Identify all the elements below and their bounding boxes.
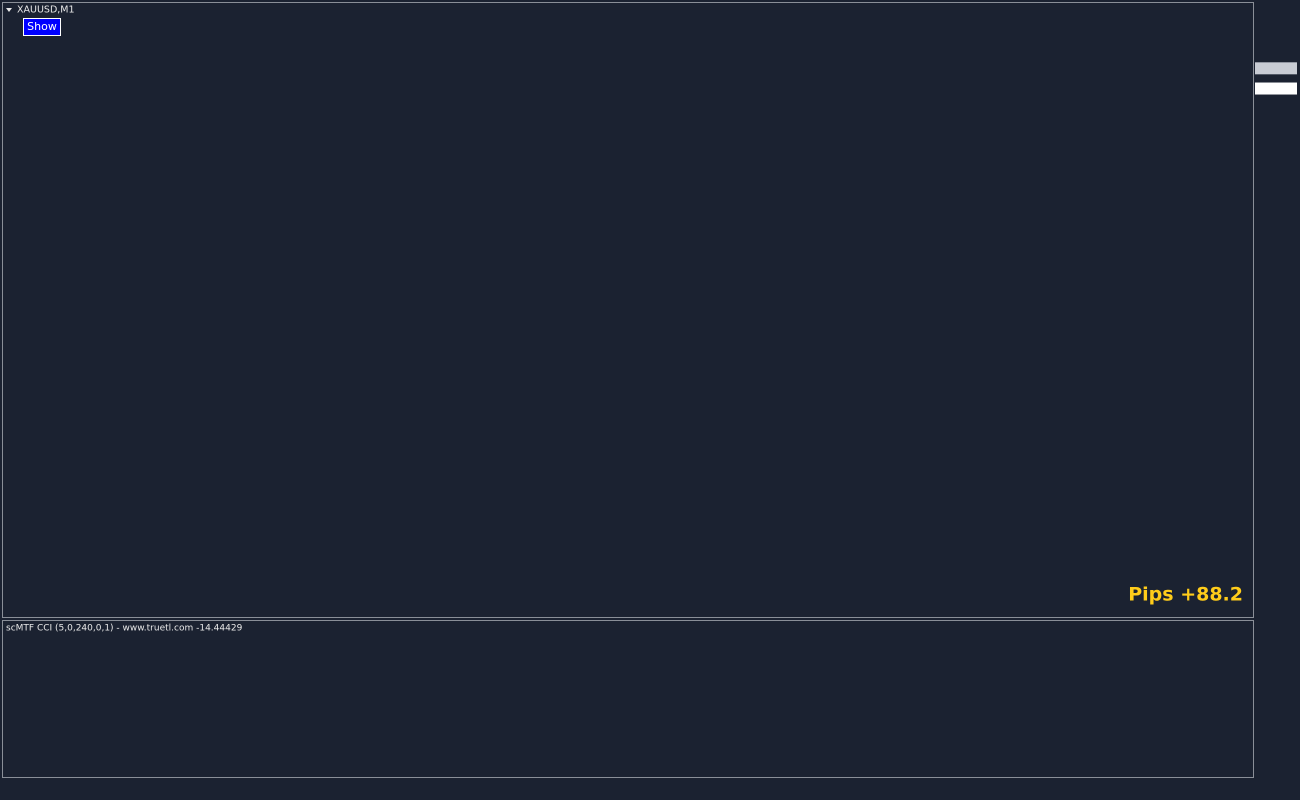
price-label-box [1255,62,1297,75]
indicator-title: scMTF CCI (5,0,240,0,1) - www.truetl.com… [6,624,243,634]
chart-title: XAUUSD,M1 [17,5,75,16]
pips-annotation: Pips +88.2 [1128,584,1243,606]
show-button[interactable]: Show [23,18,61,36]
symbol-menu-icon [6,8,12,12]
text-layer: XAUUSD,M1 scMTF CCI (5,0,240,0,1) - www.… [6,5,1297,634]
main-panel-border [2,2,1254,618]
price-label-box [1255,82,1297,95]
indicator-panel-border [2,620,1254,778]
